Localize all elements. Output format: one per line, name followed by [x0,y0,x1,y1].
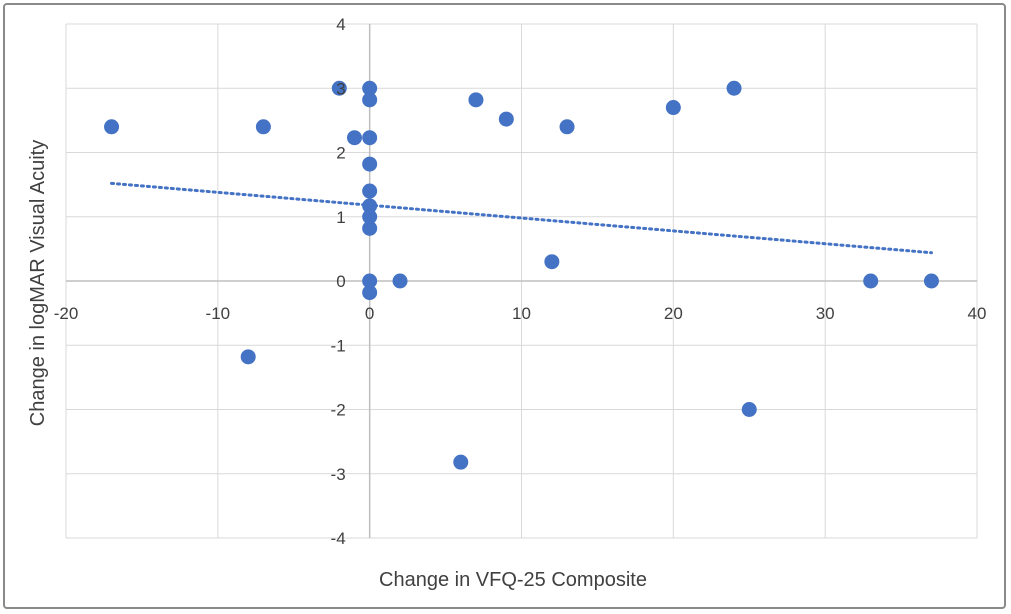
data-point [362,130,378,146]
data-point [362,183,378,199]
data-point [726,80,742,96]
chart-frame [3,3,1006,609]
x-tick-label: 0 [365,304,374,323]
y-tick-label: -2 [331,401,346,420]
data-point [559,119,575,135]
data-point [362,220,378,236]
x-tick-label: 10 [512,304,531,323]
data-point [468,92,484,108]
y-tick-label: 2 [336,144,345,163]
y-tick-label: -3 [331,465,346,484]
data-point [362,92,378,108]
data-point [362,198,378,214]
y-tick-label: 4 [336,15,345,34]
data-point [544,254,560,270]
data-point [741,402,757,417]
x-tick-label: -20 [54,304,79,323]
y-tick-label: 0 [336,272,345,291]
data-point [331,80,347,96]
data-point [923,273,939,289]
data-point [104,119,120,135]
data-point [255,119,271,135]
data-point [362,80,378,96]
data-point [362,156,378,172]
y-tick-label: -1 [331,336,346,355]
data-point [453,454,469,470]
data-point [240,349,256,365]
data-point [665,100,681,116]
data-point [362,273,378,289]
data-point [346,130,362,146]
y-tick-label: 3 [336,79,345,98]
x-tick-label: 40 [968,304,987,323]
trendline [110,181,933,255]
x-axis-title: Change in VFQ-25 Composite [379,569,647,591]
x-tick-label: -10 [206,304,231,323]
y-tick-label: -4 [331,529,346,548]
y-tick-label: 1 [336,208,345,227]
grid-lines [65,23,978,539]
data-point [498,111,514,127]
data-point [362,209,378,225]
y-axis-title: Change in logMAR Visual Acuity [27,140,49,426]
data-point [863,273,879,289]
data-point [392,273,408,289]
x-tick-label: 30 [816,304,835,323]
data-points [104,80,939,470]
trendline-group [110,181,933,255]
x-tick-label: 20 [664,304,683,323]
data-point [362,285,378,301]
